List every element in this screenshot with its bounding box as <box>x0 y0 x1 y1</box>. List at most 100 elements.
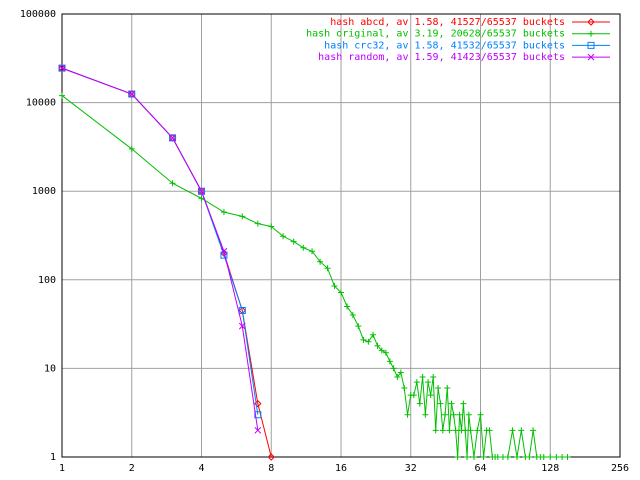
marker <box>410 392 417 399</box>
marker <box>442 411 449 418</box>
marker <box>338 289 344 296</box>
legend-label: hash random, av 1.59, 41423/65537 bucket… <box>318 52 565 63</box>
marker <box>309 248 316 255</box>
marker <box>382 349 389 356</box>
x-tick-label: 128 <box>541 463 559 474</box>
legend-label: hash crc32, av 1.58, 41532/65537 buckets <box>324 40 565 51</box>
marker <box>444 385 451 392</box>
marker <box>559 454 566 460</box>
marker <box>452 427 459 434</box>
marker <box>514 454 521 460</box>
marker <box>477 411 484 418</box>
marker <box>518 427 525 434</box>
marker <box>290 238 297 245</box>
marker <box>128 145 135 152</box>
marker <box>360 336 367 343</box>
y-tick-label: 10 <box>44 363 56 374</box>
marker <box>467 427 474 434</box>
marker <box>397 369 404 376</box>
marker <box>530 427 537 434</box>
marker <box>432 427 439 434</box>
y-tick-label: 1000 <box>32 186 56 197</box>
x-tick-label: 32 <box>405 463 417 474</box>
marker <box>386 358 393 365</box>
marker <box>198 187 205 195</box>
marker <box>220 209 227 216</box>
marker <box>587 53 595 61</box>
marker <box>474 427 481 434</box>
x-tick-label: 16 <box>335 463 347 474</box>
marker <box>254 426 262 434</box>
marker <box>480 454 487 460</box>
plot-border <box>61 13 621 458</box>
marker <box>268 223 275 230</box>
marker <box>439 427 446 434</box>
marker <box>300 244 307 251</box>
marker <box>59 92 65 99</box>
marker <box>587 41 595 49</box>
marker <box>588 30 594 37</box>
legend-label: hash abcd, av 1.58, 41527/65537 buckets <box>330 17 565 28</box>
marker <box>128 90 136 98</box>
marker <box>509 427 516 434</box>
marker <box>378 347 385 354</box>
y-tick-label: 100 <box>38 275 56 286</box>
marker <box>355 323 362 330</box>
marker <box>317 258 324 265</box>
marker <box>374 342 381 349</box>
marker <box>324 265 331 272</box>
y-tick-label: 1 <box>50 452 56 463</box>
marker <box>450 411 457 418</box>
marker <box>540 454 547 460</box>
marker <box>486 427 493 434</box>
marker <box>58 64 66 72</box>
marker <box>169 134 176 142</box>
marker <box>464 454 471 460</box>
marker <box>460 400 467 407</box>
marker <box>344 303 351 310</box>
marker <box>435 385 442 392</box>
marker <box>547 454 554 460</box>
marker <box>365 338 372 345</box>
marker <box>465 411 472 418</box>
marker <box>564 454 571 460</box>
x-tick-label: 2 <box>129 463 135 474</box>
legend-label: hash original, av 3.19, 20628/65537 buck… <box>306 29 565 40</box>
marker <box>456 411 463 418</box>
marker <box>416 400 423 407</box>
marker <box>430 373 437 380</box>
marker <box>526 454 533 460</box>
marker <box>553 454 560 460</box>
marker <box>401 385 408 392</box>
marker <box>422 411 429 418</box>
marker <box>448 400 455 407</box>
marker <box>454 454 461 460</box>
marker <box>404 411 411 418</box>
marker <box>587 18 595 26</box>
y-tick-label: 100000 <box>20 9 56 20</box>
marker <box>390 365 397 372</box>
marker <box>471 454 478 460</box>
x-tick-label: 1 <box>59 463 65 474</box>
marker <box>220 247 228 255</box>
marker <box>254 220 261 227</box>
marker <box>331 283 338 290</box>
marker <box>462 427 469 434</box>
marker <box>504 454 511 460</box>
marker <box>413 379 420 386</box>
x-tick-label: 8 <box>268 463 274 474</box>
marker <box>437 400 444 407</box>
x-tick-label: 64 <box>474 463 486 474</box>
marker <box>238 322 246 330</box>
marker <box>349 312 356 319</box>
x-tick-label: 256 <box>611 463 629 474</box>
marker <box>58 64 66 72</box>
marker <box>267 453 275 461</box>
marker <box>446 427 453 434</box>
marker <box>280 233 287 240</box>
marker <box>254 411 262 419</box>
y-tick-label: 10000 <box>26 98 56 109</box>
marker <box>370 331 377 338</box>
